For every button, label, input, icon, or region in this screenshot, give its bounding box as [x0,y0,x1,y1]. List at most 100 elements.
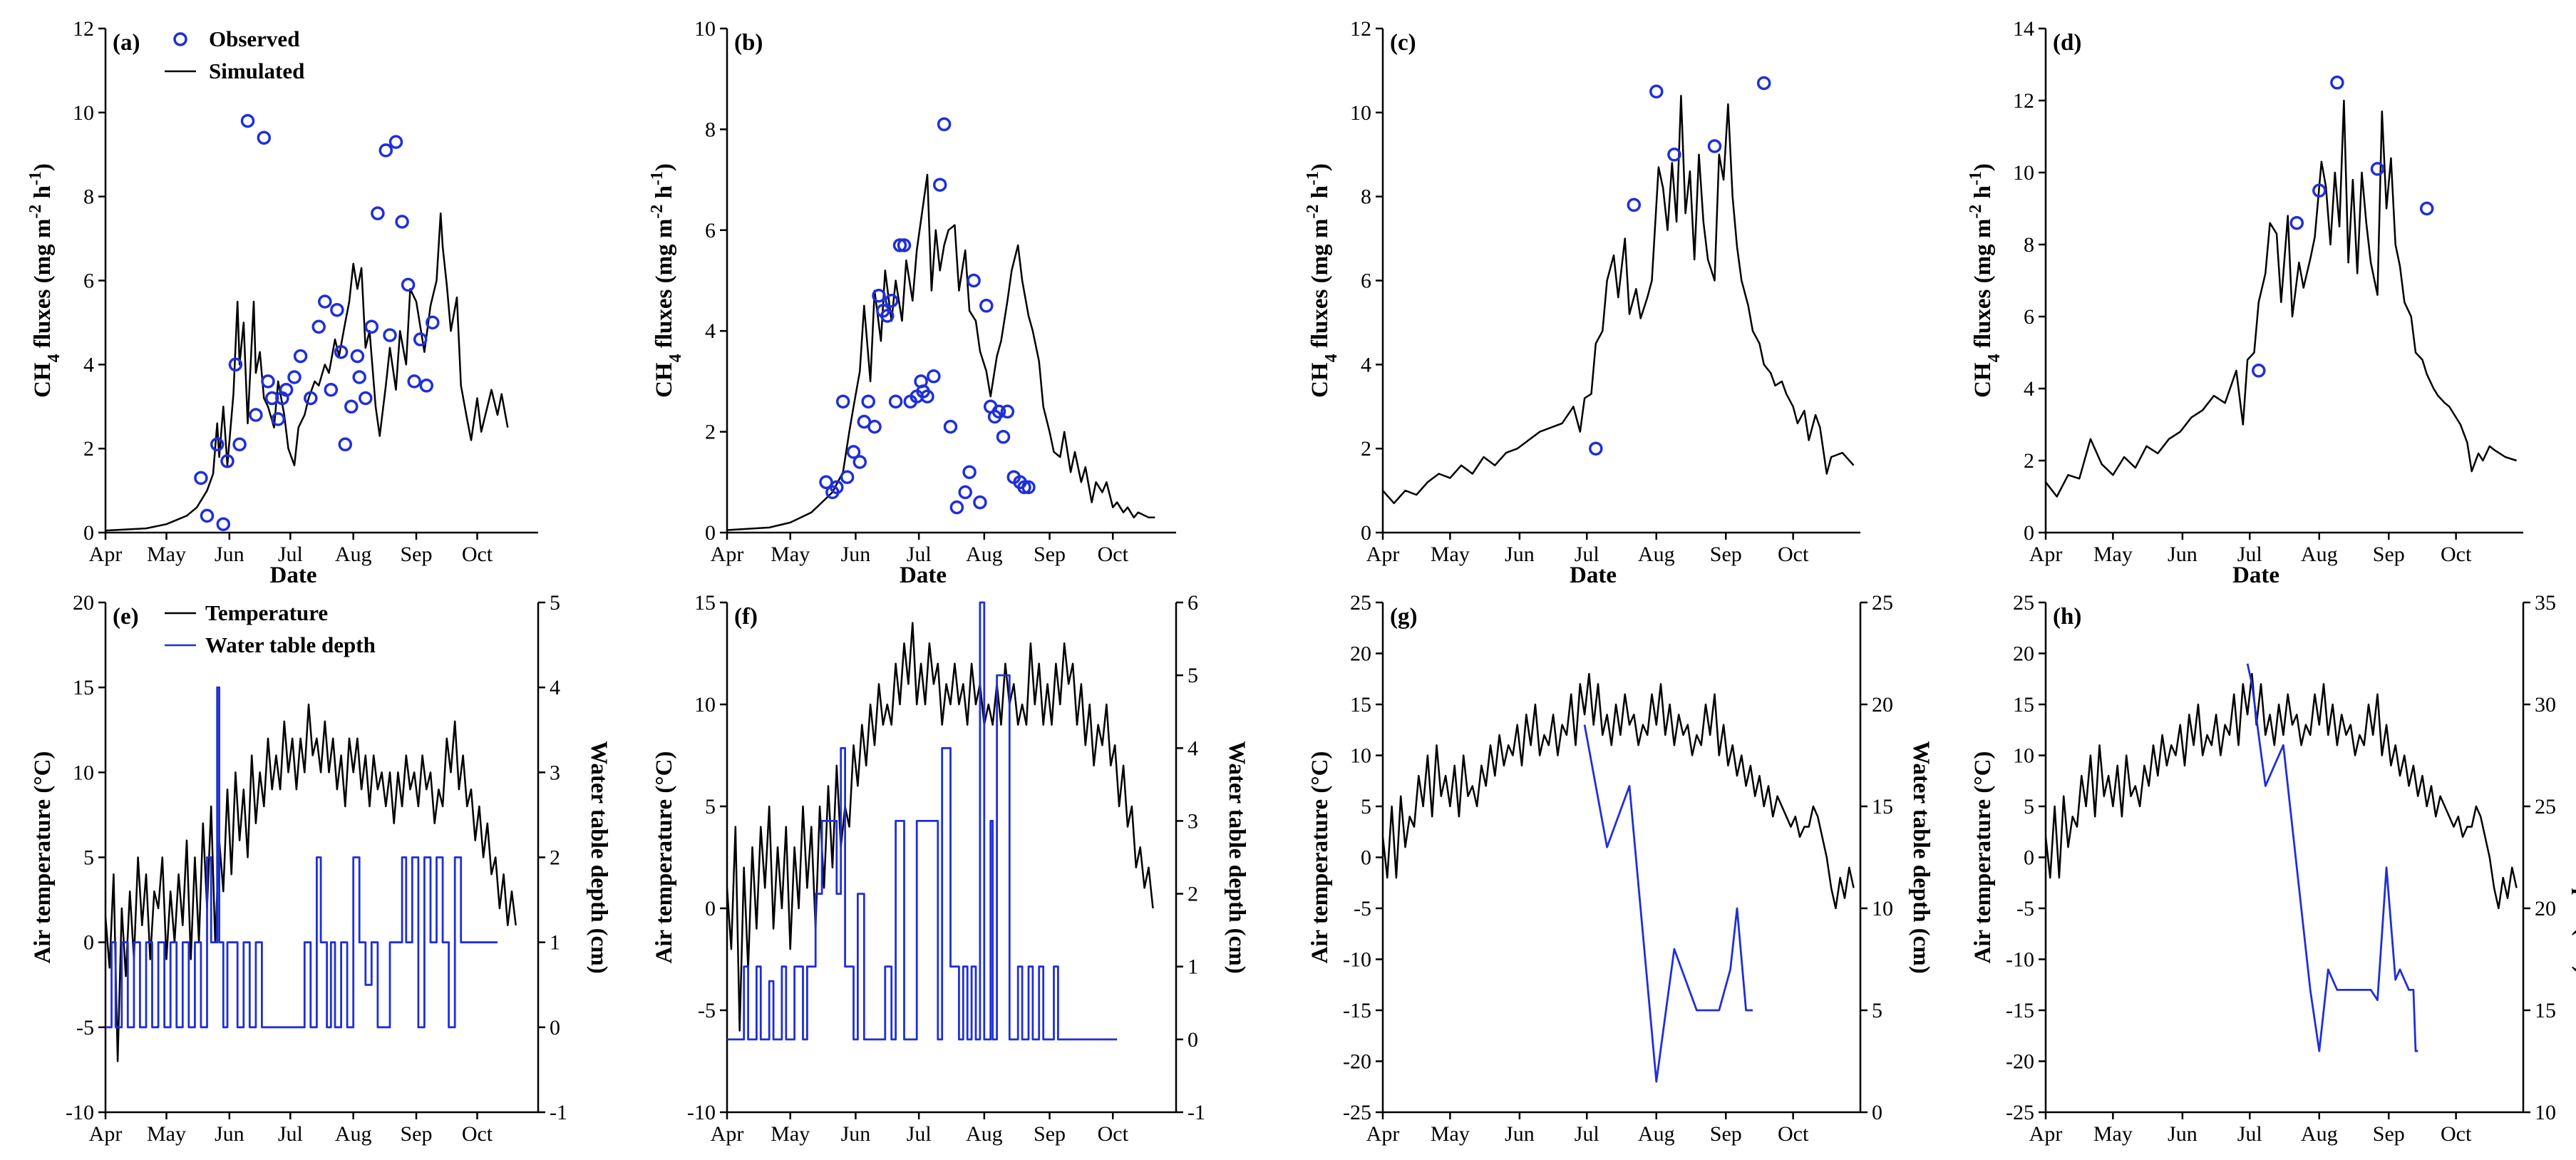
x-tick-label: Jul [2237,1122,2262,1146]
x-tick-label: May [1431,1122,1470,1146]
x-tick-label: Oct [462,1122,493,1146]
x-tick-label: Oct [462,543,493,566]
x-tick-label: Sep [2373,543,2405,566]
y-tick-label: 10 [2013,161,2034,185]
plot-area [105,113,509,532]
observed-point [1667,148,1681,162]
observed-point [819,475,833,490]
panel-label: (g) [1390,604,1417,630]
observed-point [1589,441,1603,456]
observed-point [216,517,231,531]
y-tick-label: -10 [2006,948,2034,972]
y-tick-label: 5 [2024,795,2034,818]
observed-point [932,178,947,192]
legend-observed-marker [173,32,187,46]
observed-point [330,302,344,317]
y-tick-label: 10 [694,693,716,717]
y-axis-label: CH4 fluxes (mg m-2 h-1) [648,163,685,398]
observed-point [413,332,428,347]
observed-point [927,369,941,384]
x-tick-label: Aug [1638,1122,1675,1146]
observed-point [2419,201,2434,216]
observed-point [872,288,886,303]
y-tick-label: 10 [73,761,94,784]
y2-tick-label: 3 [1187,809,1198,833]
y-tick-label: -20 [1343,1050,1371,1074]
y-tick-label: -10 [66,1101,94,1124]
y-tick-label: 8 [1361,185,1371,209]
observed-point [996,429,1011,444]
x-tick-label: Aug [966,1122,1003,1146]
x-tick-label: Apr [89,543,123,566]
observed-point [344,399,359,414]
x-tick-label: May [2093,1122,2133,1146]
legend: Observed Simulated [165,26,304,83]
water-table-series-line [105,686,498,1029]
temperature-series-line [1383,672,1855,910]
observed-point [378,143,393,158]
panel-label: (a) [113,30,140,56]
panel-label: (h) [2053,604,2081,630]
panel-d: 0 2 4 6 8 10 12 14 Apr May Jun Jul Aug Sep Oct Date CH4 … [1967,17,2523,588]
x-tick-label: Aug [1638,543,1675,566]
observed-point [383,328,397,342]
y2-tick-label: -1 [550,1101,567,1124]
x-tick-label: Sep [401,1122,433,1146]
x-tick-label: Sep [2373,1122,2405,1146]
y-tick-label: 25 [1350,591,1371,615]
y2-tick-label: 5 [1187,664,1198,687]
temperature-series-line [2046,672,2518,910]
y-tick-label: 12 [1350,17,1371,41]
x-tick-label: Oct [2441,1122,2472,1146]
y2-tick-label: 15 [2535,999,2556,1022]
x-tick-label: Aug [2301,543,2338,566]
observed-point [991,404,1006,419]
observed-point [388,135,403,149]
y-tick-label: -5 [76,1016,94,1040]
y2-axis-label: Water table depth (cm) [1908,741,1934,974]
observed-point [1017,480,1031,495]
x-tick-label: Apr [2029,1122,2063,1146]
temperature-series-line [105,703,517,1062]
y2-axis-label: Water table depth (cm) [2571,741,2576,974]
simulated-series-line [1383,95,1855,505]
legend-simulated-label: Simulated [209,58,304,83]
observed-point [200,508,215,523]
x-axis-label: Date [270,563,317,588]
observed-point [426,315,440,330]
y2-tick-label: 4 [1187,736,1198,760]
observed-point [407,374,421,389]
observed-point [840,470,855,484]
observed-point [852,455,867,469]
observed-point [220,454,235,468]
x-tick-label: Apr [711,1122,744,1146]
x-tick-label: Sep [1034,543,1066,566]
x-tick-label: May [771,543,810,566]
y-tick-label: 0 [1361,846,1371,870]
observed-point [261,374,275,389]
y-tick-label: -5 [698,999,716,1022]
y2-tick-label: 10 [2535,1101,2556,1124]
observed-point [359,391,373,406]
y-tick-label: 2 [705,421,716,444]
x-tick-label: Jul [907,543,932,566]
x-tick-label: Jun [2168,1122,2198,1146]
x-tick-label: Oct [2441,543,2472,566]
y2-tick-label: 20 [1872,693,1893,717]
x-tick-label: May [771,1122,810,1146]
y-axis-label: CH4 fluxes (mg m-2 h-1) [1967,163,2004,398]
plot-area [2046,663,2518,1052]
y2-tick-label: 3 [550,761,560,784]
observed-point [958,485,972,500]
panel-b: 0 2 4 6 8 10 Apr May Jun Jul Aug Sep Oct Date CH4 flux… [648,17,1176,588]
observed-point [2289,215,2304,230]
x-tick-label: Jun [1505,543,1535,566]
observed-point [350,349,365,364]
x-tick-label: Oct [1098,543,1129,566]
x-tick-label: Apr [711,543,744,566]
y2-tick-label: 5 [550,591,560,615]
water-table-series-line [1583,724,1753,1083]
y-tick-label: -25 [2006,1101,2034,1124]
y2-tick-label: 2 [550,846,560,870]
